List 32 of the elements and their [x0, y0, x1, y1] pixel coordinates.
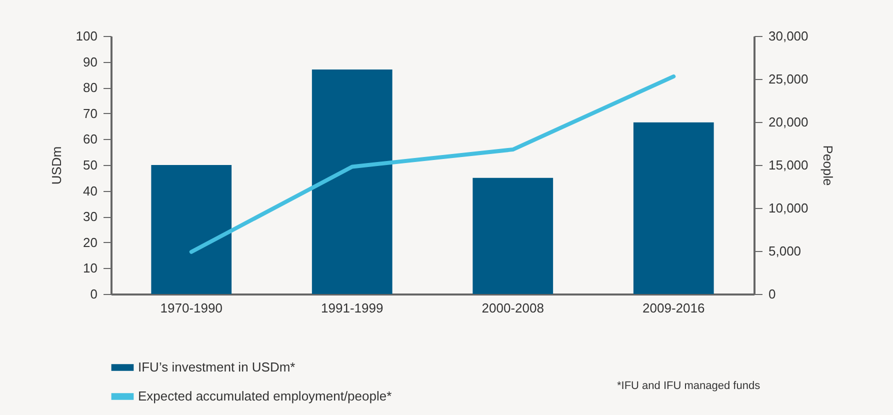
bar — [151, 165, 232, 294]
y2-axis-title: People — [820, 145, 836, 186]
bar — [633, 122, 714, 294]
bar — [312, 70, 392, 294]
text: *IFU and IFU managed funds — [617, 380, 760, 392]
legend-label: Expected accumulated employment/people* — [138, 388, 392, 404]
x-tick-label: 2009-2016 — [642, 300, 705, 316]
y2-tick-label: 0 — [768, 286, 776, 302]
y-tick-label: 10 — [83, 260, 98, 276]
y2-tick-label: 10,000 — [768, 200, 808, 216]
y-tick-label: 70 — [83, 106, 98, 121]
y-tick-label: 60 — [83, 132, 98, 147]
y2-tick-label: 20,000 — [768, 114, 808, 130]
x-tick-label: 1991-1999 — [321, 300, 384, 316]
line-series — [189, 74, 676, 254]
y-tick-label: 100 — [76, 28, 98, 44]
y-tick-label: 0 — [90, 286, 98, 302]
y2-tick-label: 30,000 — [768, 28, 808, 44]
y-tick-label: 90 — [83, 54, 98, 70]
y-tick-label: 40 — [83, 183, 98, 198]
y-axis-title: USDm — [48, 146, 64, 185]
x-tick-label: 1970-1990 — [160, 300, 222, 316]
legend-label: IFU’s investment in USDm* — [138, 360, 296, 374]
y-tick-label: 30 — [83, 209, 98, 224]
y-tick-label: 50 — [83, 158, 98, 172]
y-tick-label: 20 — [83, 234, 98, 250]
y-tick-label: 80 — [83, 80, 98, 96]
y2-tick-label: 15,000 — [768, 158, 808, 172]
y2-tick-label: 5,000 — [768, 244, 802, 258]
bar — [472, 178, 554, 294]
y2-tick-label: 25,000 — [768, 72, 808, 86]
x-tick-label: 2000-2008 — [482, 300, 544, 316]
